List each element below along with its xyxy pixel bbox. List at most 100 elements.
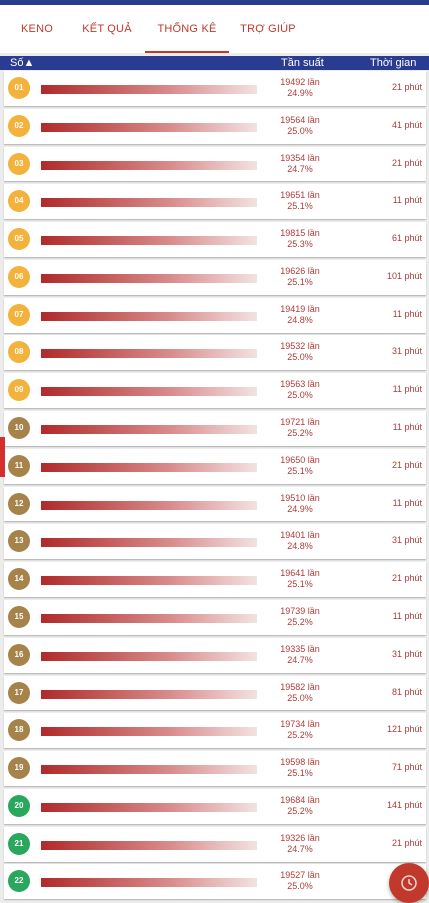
frequency-cell: 19354 lần 24.7% <box>270 153 330 175</box>
column-header-number[interactable]: Số▲ <box>10 57 35 69</box>
elapsed-time: 71 phút <box>391 762 422 773</box>
frequency-percent: 24.7% <box>287 163 313 174</box>
frequency-bar <box>41 425 257 435</box>
elapsed-time: 11 phút <box>392 610 422 621</box>
table-row[interactable]: 09 19563 lần 25.0% 11 phút <box>4 373 426 409</box>
table-row[interactable]: 14 19641 lần 25.1% 21 phút <box>4 562 426 598</box>
number-ball: 18 <box>8 719 30 742</box>
history-fab-button[interactable] <box>389 863 429 903</box>
elapsed-time: 121 phút <box>386 724 422 735</box>
frequency-percent: 24.9% <box>287 88 313 98</box>
frequency-percent: 25.1% <box>287 768 313 779</box>
elapsed-time: 11 phút <box>392 384 422 395</box>
table-row[interactable]: 16 19335 lần 24.7% 31 phút <box>4 637 426 673</box>
frequency-cell: 19419 lần 24.8% <box>270 304 330 326</box>
tab-keno[interactable]: KENO <box>21 23 53 35</box>
column-header-frequency[interactable]: Tần suất <box>281 57 324 69</box>
table-row[interactable]: 02 19564 lần 25.0% 41 phút <box>4 108 426 144</box>
table-row[interactable]: 15 19739 lần 25.2% 11 phút <box>4 599 426 635</box>
tab-thong-ke[interactable]: THỐNG KÊ <box>145 5 229 53</box>
frequency-percent: 24.9% <box>287 503 313 514</box>
tab-tro-giup[interactable]: TRỢ GIÚP <box>240 23 296 35</box>
frequency-bar <box>41 576 257 586</box>
table-row[interactable]: 01 19492 lần 24.9% 21 phút <box>4 71 426 106</box>
frequency-percent: 25.1% <box>287 579 313 590</box>
elapsed-time: 11 phút <box>392 497 422 508</box>
frequency-bar <box>41 802 257 812</box>
elapsed-time: 21 phút <box>391 459 422 470</box>
number-ball: 05 <box>8 228 30 251</box>
frequency-cell: 19532 lần 25.0% <box>270 341 330 363</box>
frequency-percent: 25.0% <box>287 352 313 363</box>
frequency-percent: 25.0% <box>287 692 313 703</box>
frequency-count: 19582 lần <box>280 681 320 692</box>
frequency-bar <box>41 387 257 397</box>
table-row[interactable]: 08 19532 lần 25.0% 31 phút <box>4 335 426 371</box>
frequency-count: 19650 lần <box>280 454 320 465</box>
number-ball: 09 <box>8 379 30 402</box>
frequency-percent: 24.8% <box>287 314 313 325</box>
table-row[interactable]: 17 19582 lần 25.0% 81 phút <box>4 675 426 711</box>
elapsed-time: 81 phút <box>391 686 422 697</box>
frequency-bar <box>41 349 257 359</box>
number-ball: 13 <box>8 530 30 553</box>
column-header-time[interactable]: Thời gian <box>370 57 417 69</box>
side-drawer-tab[interactable] <box>0 437 5 477</box>
frequency-count: 19510 lần <box>280 492 320 503</box>
frequency-bar <box>41 85 257 94</box>
number-ball: 07 <box>8 303 30 326</box>
table-row[interactable]: 05 19815 lần 25.3% 61 phút <box>4 222 426 258</box>
frequency-cell: 19734 lần 25.2% <box>270 719 330 741</box>
number-ball: 20 <box>8 794 30 817</box>
frequency-count: 19598 lần <box>280 757 320 768</box>
table-row[interactable]: 07 19419 lần 24.8% 11 phút <box>4 297 426 333</box>
table-row[interactable]: 21 19326 lần 24.7% 21 phút <box>4 826 426 862</box>
table-row[interactable]: 20 19684 lần 25.2% 141 phút <box>4 788 426 824</box>
frequency-bar <box>41 236 257 246</box>
frequency-count: 19564 lần <box>280 114 320 125</box>
frequency-percent: 25.0% <box>287 390 313 401</box>
frequency-cell: 19335 lần 24.7% <box>270 644 330 666</box>
frequency-percent: 25.1% <box>287 465 313 476</box>
elapsed-time: 31 phút <box>391 535 422 546</box>
table-row[interactable]: 18 19734 lần 25.2% 121 phút <box>4 713 426 749</box>
frequency-cell: 19641 lần 25.1% <box>270 568 330 590</box>
frequency-cell: 19582 lần 25.0% <box>270 682 330 704</box>
elapsed-time: 21 phút <box>391 157 422 168</box>
table-row[interactable]: 11 19650 lần 25.1% 21 phút <box>4 448 426 484</box>
number-ball: 02 <box>8 114 30 137</box>
table-row[interactable]: 22 19527 lần 25.0% <box>4 864 426 900</box>
frequency-count: 19739 lần <box>280 605 320 616</box>
frequency-count: 19684 lần <box>280 794 320 805</box>
table-row[interactable]: 03 19354 lần 24.7% 21 phút <box>4 146 426 182</box>
table-row[interactable]: 06 19626 lần 25.1% 101 phút <box>4 259 426 295</box>
frequency-cell: 19626 lần 25.1% <box>270 266 330 288</box>
elapsed-time: 11 phút <box>392 195 422 206</box>
frequency-bar <box>41 500 257 510</box>
frequency-percent: 25.2% <box>287 428 313 439</box>
top-accent-bar <box>0 0 429 5</box>
elapsed-time: 31 phút <box>391 346 422 357</box>
elapsed-time: 21 phút <box>391 573 422 584</box>
frequency-cell: 19492 lần 24.9% <box>270 77 330 99</box>
frequency-cell: 19527 lần 25.0% <box>270 870 330 892</box>
table-row[interactable]: 19 19598 lần 25.1% 71 phút <box>4 751 426 786</box>
table-row[interactable]: 12 19510 lần 24.9% 11 phút <box>4 486 426 522</box>
tab-ket-qua[interactable]: KẾT QUẢ <box>82 23 132 35</box>
frequency-count: 19626 lần <box>280 265 320 276</box>
frequency-bar <box>41 198 257 208</box>
frequency-count: 19721 lần <box>280 417 320 428</box>
frequency-percent: 24.7% <box>287 843 313 854</box>
frequency-percent: 25.3% <box>287 239 313 250</box>
table-row[interactable]: 10 19721 lần 25.2% 11 phút <box>4 411 426 446</box>
frequency-cell: 19564 lần 25.0% <box>270 115 330 137</box>
frequency-bar <box>41 273 257 283</box>
frequency-percent: 24.8% <box>287 541 313 552</box>
tab-bar: KENO KẾT QUẢ THỐNG KÊ TRỢ GIÚP <box>0 5 429 53</box>
frequency-count: 19419 lần <box>280 303 320 314</box>
table-row[interactable]: 04 19651 lần 25.1% 11 phút <box>4 184 426 220</box>
frequency-count: 19532 lần <box>280 341 320 352</box>
table-row[interactable]: 13 19401 lần 24.8% 31 phút <box>4 524 426 560</box>
frequency-cell: 19563 lần 25.0% <box>270 379 330 401</box>
elapsed-time: 11 phút <box>392 308 422 319</box>
